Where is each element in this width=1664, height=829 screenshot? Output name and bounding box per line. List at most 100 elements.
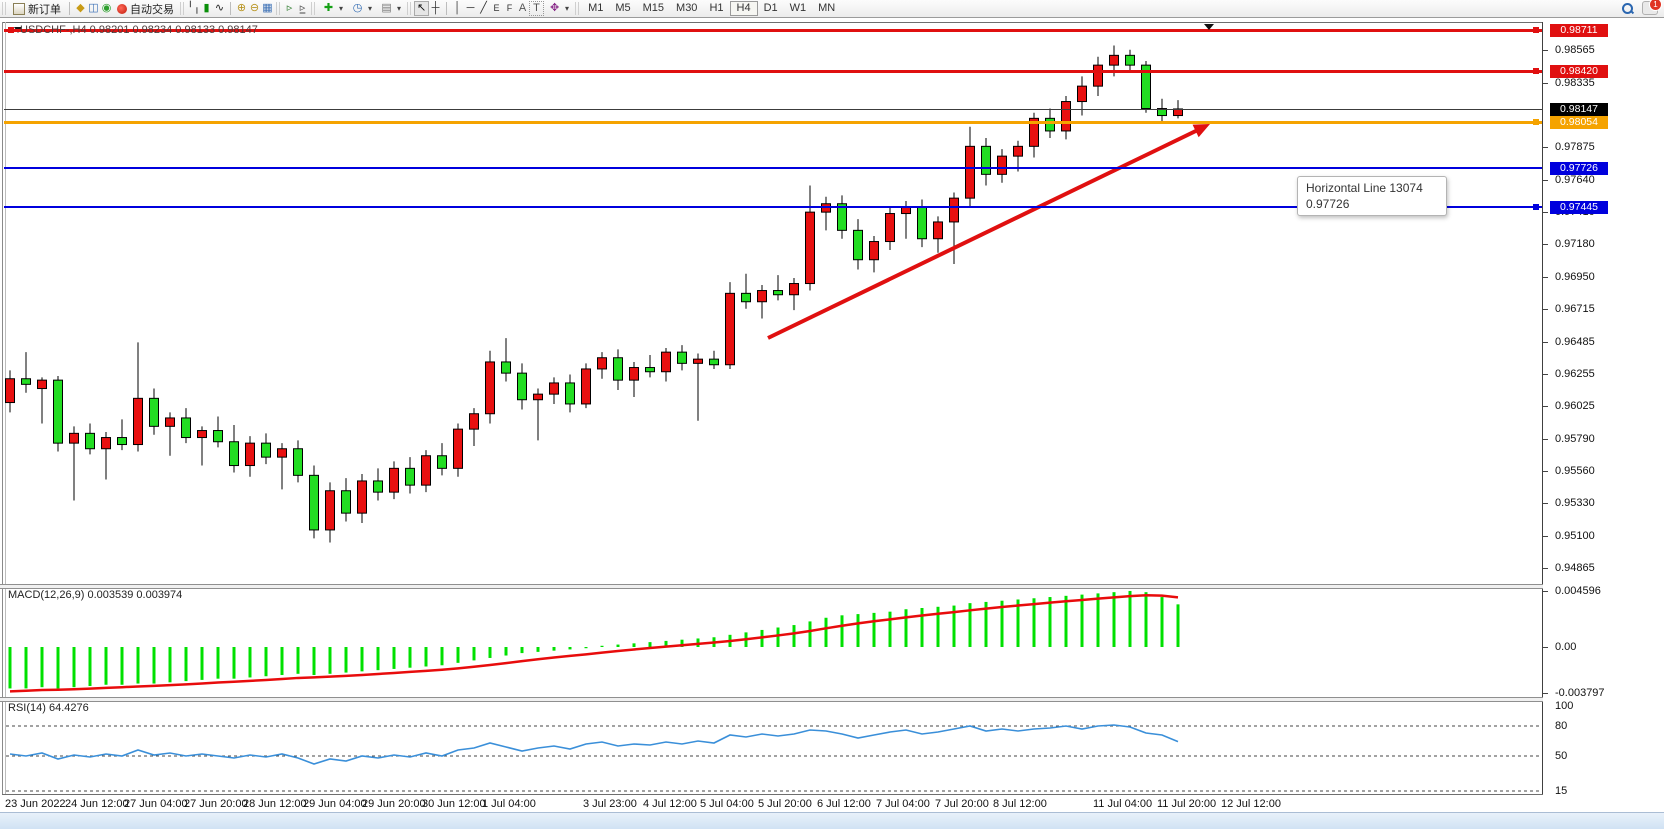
toolbar-grip[interactable] [180, 2, 185, 15]
horizontal-line-object[interactable] [4, 120, 1542, 124]
indicators-button[interactable]: ✚ ▾ [318, 1, 347, 16]
candle-body [805, 211, 815, 285]
cursor-icon[interactable]: ↖ [414, 1, 430, 16]
periods-button[interactable]: ◷ ▾ [347, 1, 376, 16]
timeframe-button-w1[interactable]: W1 [789, 2, 807, 14]
time-axis-label: 12 Jul 12:00 [1221, 798, 1281, 810]
timeframe-button-h4[interactable]: H4 [729, 1, 758, 16]
candle-body [949, 197, 959, 223]
candle-body [517, 372, 527, 401]
candle-body [261, 442, 271, 458]
candle-chart-mode-icon[interactable]: ▮ [203, 2, 210, 14]
candle-body [37, 379, 47, 390]
trendline-tool-icon[interactable]: ╱ [480, 2, 487, 14]
line-handle[interactable] [1533, 118, 1539, 125]
time-axis[interactable]: 23 Jun 2022 24 Jun 12:00 27 Jun 04:00 27 Ju… [0, 795, 1664, 812]
price-line-badge: 0.97726 [1550, 161, 1608, 175]
toolbar-grip[interactable] [407, 2, 413, 15]
candle-body [277, 448, 287, 458]
time-axis-label: 30 Jun 12:00 [422, 798, 486, 810]
line-chart-mode-icon[interactable]: ∿ [214, 2, 225, 14]
horizontal-line-tool-icon[interactable]: ─ [466, 2, 475, 14]
horizontal-line-object[interactable] [4, 69, 1542, 73]
price-line-badge: 0.98420 [1550, 64, 1608, 78]
label-tool-icon[interactable]: T [529, 1, 545, 16]
time-axis-label: 5 Jul 20:00 [758, 798, 812, 810]
chart-shift-icon[interactable]: ▹̲ [299, 2, 306, 14]
market-watch-icon[interactable]: ◫ [88, 2, 99, 14]
crosshair-icon[interactable]: ┼ [431, 2, 440, 14]
toolbar-grip[interactable] [276, 2, 281, 15]
signals-icon[interactable]: ◉ [101, 2, 112, 14]
horizontal-line-object[interactable] [4, 166, 1542, 169]
auto-trading-button[interactable]: 自动交易 [113, 1, 178, 16]
horizontal-line-object[interactable] [4, 29, 1542, 32]
templates-button[interactable]: ▤ ▾ [376, 1, 405, 16]
candle-body [197, 430, 207, 439]
new-order-icon [13, 2, 25, 15]
separator [230, 2, 231, 15]
time-axis-label: 7 Jul 04:00 [876, 798, 930, 810]
time-axis-label: 6 Jul 12:00 [817, 798, 871, 810]
arrows-tool-button[interactable]: ✥ ▾ [544, 1, 573, 16]
horizontal-line-object[interactable] [4, 206, 1542, 209]
axis-tick [1543, 341, 1548, 343]
window-left-border [2, 22, 3, 795]
axis-tick-label: 0.96715 [1555, 303, 1595, 316]
status-bar [0, 812, 1664, 829]
candle-body [53, 379, 63, 444]
timeframe-button-m5[interactable]: M5 [615, 2, 631, 14]
zoom-out-icon[interactable]: ⊖ [249, 2, 260, 14]
time-axis-label: 8 Jul 12:00 [993, 798, 1047, 810]
timeframe-button-mn[interactable]: MN [818, 2, 836, 14]
auto-trading-icon [117, 3, 127, 14]
rsi-bottom-border [2, 794, 1662, 795]
axis-tick [1543, 82, 1548, 84]
candle-body [325, 490, 335, 531]
trend-arrow-line[interactable] [767, 126, 1203, 340]
pane-splitter[interactable] [0, 584, 1664, 589]
pane-splitter[interactable] [0, 697, 1664, 702]
axis-tick-label: 0.96255 [1555, 367, 1595, 380]
text-tool-icon[interactable]: A [518, 2, 527, 14]
macd-axis-label: 0.00 [1555, 641, 1577, 653]
timeframe-button-m15[interactable]: M15 [642, 2, 665, 14]
notifications-icon[interactable]: 1 [1642, 0, 1662, 15]
new-order-button[interactable]: 新订单 [9, 1, 65, 16]
axis-tick-label: 0.95790 [1555, 432, 1595, 445]
timeframe-button-m1[interactable]: M1 [588, 2, 604, 14]
candle-body [1029, 117, 1039, 147]
candle-body [549, 382, 559, 395]
vertical-line-tool-icon[interactable]: │ [454, 2, 461, 14]
horizontal-line-object[interactable] [4, 108, 1542, 110]
candle-body [1045, 117, 1055, 132]
axis-tick [1543, 276, 1548, 278]
timeframe-button-m30[interactable]: M30 [676, 2, 698, 14]
toolbar-grip[interactable] [311, 2, 316, 15]
line-handle[interactable] [1533, 27, 1539, 33]
candle-body [869, 241, 879, 261]
channel-tool-icon[interactable]: E [493, 3, 500, 13]
timeframe-button-d1[interactable]: D1 [763, 2, 778, 14]
line-handle[interactable] [1533, 67, 1539, 74]
toolbar-grip[interactable] [575, 2, 581, 15]
price-axis[interactable]: 0.985650.983350.978750.976400.974100.971… [1543, 18, 1664, 812]
auto-scroll-icon[interactable]: ▹ [286, 2, 293, 14]
candle-body [341, 490, 351, 514]
search-icon[interactable] [1621, 2, 1635, 15]
dropdown-caret-icon: ▾ [565, 4, 570, 13]
line-handle[interactable] [8, 27, 14, 33]
axis-tick-label: 0.97180 [1555, 238, 1595, 251]
zoom-in-icon[interactable]: ⊕ [236, 2, 247, 14]
line-handle[interactable] [1533, 204, 1539, 211]
fibonacci-tool-icon[interactable]: F [506, 3, 513, 13]
toolbar-grip[interactable] [2, 2, 7, 15]
tooltip-object-name: Horizontal Line 13074 [1306, 181, 1423, 195]
tile-windows-icon[interactable]: ▦ [262, 2, 273, 14]
bar-chart-mode-icon[interactable]: ╵╷ [187, 2, 201, 14]
candle-body [85, 432, 95, 450]
funnel-icon[interactable]: ◆ [76, 2, 85, 14]
price-line-badge: 0.98054 [1550, 115, 1608, 129]
separator [69, 2, 70, 15]
timeframe-button-h1[interactable]: H1 [709, 2, 724, 14]
